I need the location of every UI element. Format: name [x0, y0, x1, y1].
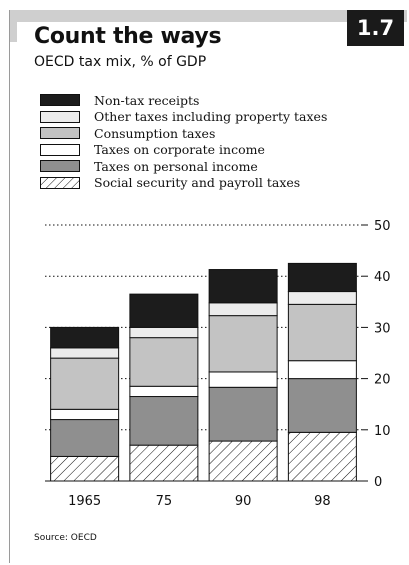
header-rule-corner [9, 10, 17, 42]
legend-label: Non-tax receipts [94, 92, 200, 108]
legend-label: Social security and payroll taxes [94, 175, 301, 191]
legend-item-social-security: Social security and payroll taxes [40, 175, 327, 192]
legend-swatch-consumption [40, 127, 80, 140]
y-tick-label: 0 [374, 475, 382, 490]
x-tick-label: 90 [235, 494, 252, 509]
bar-segment [50, 357, 120, 410]
legend-item-non-tax: Non-tax receipts [40, 92, 327, 109]
legend-item-consumption: Consumption taxes [40, 125, 327, 142]
bar-segment [129, 444, 199, 482]
header-rule [9, 10, 407, 22]
legend-item-personal: Taxes on personal income [40, 158, 327, 175]
x-tick-label: 1965 [68, 494, 101, 509]
bar-segment [287, 378, 357, 433]
chart-title: Count the ways [34, 24, 222, 49]
legend-swatch-social-security [40, 176, 80, 189]
legend-label: Other taxes including property taxes [94, 109, 328, 125]
chart-number-badge: 1.7 [347, 10, 404, 46]
legend-swatch-corporate [40, 143, 80, 156]
bar-segment [287, 431, 357, 482]
x-tick-label: 75 [156, 494, 173, 509]
bar-segment [50, 408, 120, 421]
y-tick-label: 30 [374, 321, 391, 336]
bar-segment [129, 337, 199, 387]
bar-segment [208, 386, 278, 442]
left-rule [9, 10, 10, 563]
legend-label: Consumption taxes [94, 125, 216, 141]
bar-segment [287, 303, 357, 362]
bar-segment [208, 269, 278, 304]
legend-item-corporate: Taxes on corporate income [40, 142, 327, 159]
y-tick-label: 40 [374, 270, 391, 285]
legend-label: Taxes on personal income [94, 158, 258, 174]
legend-item-other-taxes: Other taxes including property taxes [40, 109, 327, 126]
bar-segment [129, 293, 199, 328]
legend-swatch-other-taxes [40, 110, 80, 123]
bar-segment [208, 440, 278, 482]
bar-segment [50, 455, 120, 482]
y-tick-label: 10 [374, 424, 391, 439]
bar-segment [129, 326, 199, 339]
bar-segment [50, 326, 120, 349]
bar-segment [287, 291, 357, 305]
source-note: Source: OECD [34, 533, 97, 543]
bar-segment [208, 315, 278, 373]
bar-segment [287, 360, 357, 380]
bar-segment [129, 396, 199, 446]
bar-segment [208, 302, 278, 317]
bar-segment [50, 347, 120, 359]
legend-swatch-non-tax [40, 94, 80, 107]
x-tick-label: 98 [314, 494, 331, 509]
legend: Non-tax receipts Other taxes including p… [40, 92, 327, 191]
bar-segment [129, 385, 199, 398]
legend-swatch-personal [40, 160, 80, 173]
y-tick-label: 20 [374, 373, 391, 388]
legend-label: Taxes on corporate income [94, 142, 265, 158]
y-tick-label: 50 [374, 219, 391, 234]
bar-segment [208, 371, 278, 388]
bar-segment [287, 262, 357, 293]
bar-segment [50, 419, 120, 457]
chart-subtitle: OECD tax mix, % of GDP [34, 54, 207, 70]
